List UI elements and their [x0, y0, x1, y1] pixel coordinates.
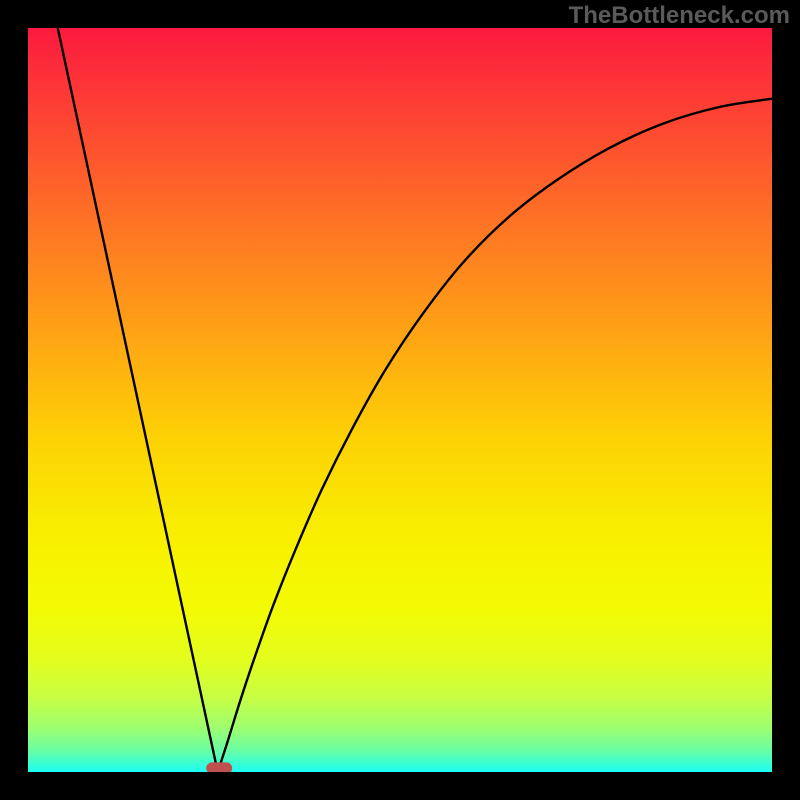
plot-svg	[28, 28, 772, 772]
minimum-marker	[206, 762, 232, 772]
gradient-background	[28, 28, 772, 772]
chart-container: { "canvas": { "width": 800, "height": 80…	[0, 0, 800, 800]
watermark-text: TheBottleneck.com	[569, 2, 790, 30]
plot-area	[28, 28, 772, 772]
